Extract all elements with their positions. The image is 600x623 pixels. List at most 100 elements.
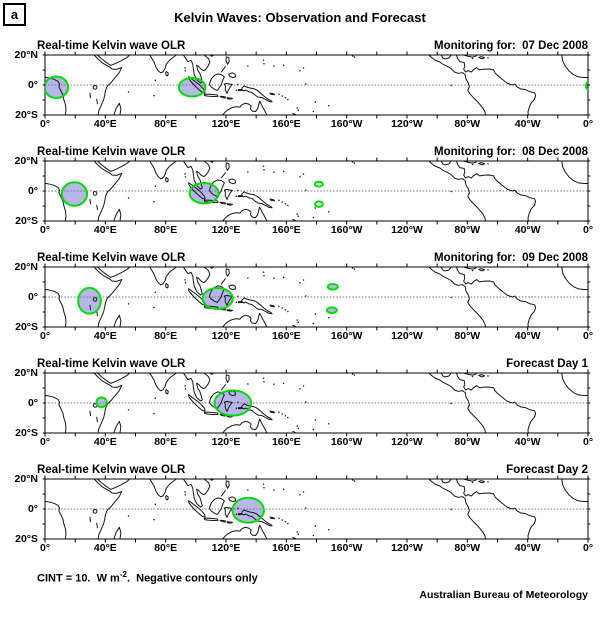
lon-tick-label: 160°W <box>330 436 363 448</box>
olr-anomaly-contours <box>96 390 251 415</box>
world-map <box>41 50 592 120</box>
olr-anomaly-contours <box>232 498 263 523</box>
lon-tick-label: 160°E <box>271 542 301 554</box>
olr-anomaly-region <box>203 288 233 309</box>
lon-tick-label: 120°W <box>391 542 423 554</box>
lon-tick-label: 40°W <box>514 330 541 342</box>
lat-tick-label: 0° <box>27 291 38 303</box>
olr-anomaly-region <box>232 497 264 523</box>
lon-tick-label: 80°E <box>154 118 178 130</box>
olr-anomaly-region <box>327 307 337 313</box>
lon-tick-label: 0° <box>582 224 594 236</box>
lon-tick-label: 0° <box>582 436 594 448</box>
map-panel: Real-time Kelvin wave OLR Forecast Day 2… <box>0 464 600 557</box>
lat-tick-label: 20°N <box>14 155 38 167</box>
lon-tick-label: 160°E <box>271 330 301 342</box>
lon-tick-label: 80°W <box>454 542 481 554</box>
lon-tick-label: 120°E <box>211 542 241 554</box>
world-map <box>41 156 592 226</box>
olr-anomaly-region <box>214 390 251 415</box>
map-area: 20°N 0° 20°S 0° 40°E 80°E 120°E 160°E 160°W 120°… <box>15 473 593 557</box>
lat-tick-label: 20°N <box>14 473 38 485</box>
lat-tick-label: 20°S <box>15 321 38 333</box>
olr-anomaly-region <box>586 82 590 89</box>
lon-tick-label: 40°W <box>514 436 541 448</box>
lon-tick-label: 0° <box>39 542 51 554</box>
panel-header: Real-time Kelvin wave OLR Monitoring for… <box>37 40 588 52</box>
lat-tick-label: 20°N <box>14 367 38 379</box>
lon-tick-label: 80°W <box>454 224 481 236</box>
lon-tick-label: 120°W <box>391 224 423 236</box>
lon-tick-label: 160°W <box>330 542 363 554</box>
lon-tick-label: 80°W <box>454 118 481 130</box>
lon-tick-label: 160°W <box>330 118 363 130</box>
panel-variable-label: Real-time Kelvin wave OLR <box>37 40 186 52</box>
map-panel: Real-time Kelvin wave OLR Monitoring for… <box>0 40 600 133</box>
lat-tick-label: 0° <box>27 79 38 91</box>
lon-tick-label: 80°E <box>154 436 178 448</box>
olr-anomaly-region <box>314 201 323 207</box>
lon-tick-label: 120°E <box>211 224 241 236</box>
world-map <box>41 474 592 544</box>
credit-text: Australian Bureau of Meteorology <box>419 588 588 601</box>
olr-anomaly-region <box>96 397 107 408</box>
panel-variable-label: Real-time Kelvin wave OLR <box>37 464 186 476</box>
lon-tick-label: 80°W <box>454 436 481 448</box>
olr-anomaly-contours <box>45 76 590 98</box>
olr-anomaly-fills <box>78 283 338 314</box>
panel-variable-label: Real-time Kelvin wave OLR <box>37 146 186 158</box>
panel-date-label: Monitoring for: 08 Dec 2008 <box>433 146 588 158</box>
panel-header: Real-time Kelvin wave OLR Forecast Day 1 <box>37 358 588 370</box>
lon-tick-label: 0° <box>582 330 594 342</box>
lat-tick-label: 20°N <box>14 261 38 273</box>
world-map <box>41 262 592 332</box>
lat-tick-label: 20°S <box>15 215 38 227</box>
lon-tick-label: 120°E <box>211 330 241 342</box>
contour-interval-note: CINT = 10. W m-2. Negative contours only <box>37 570 258 585</box>
lat-tick-label: 0° <box>27 503 38 515</box>
lon-tick-label: 0° <box>39 224 51 236</box>
panel-header: Real-time Kelvin wave OLR Monitoring for… <box>37 252 588 264</box>
lon-tick-label: 40°W <box>514 224 541 236</box>
olr-anomaly-region <box>315 202 323 207</box>
olr-anomaly-fills <box>232 497 264 523</box>
olr-anomaly-region <box>189 183 219 204</box>
lon-tick-label: 160°W <box>330 330 363 342</box>
olr-anomaly-region <box>96 397 106 407</box>
map-area: 20°N 0° 20°S 0° 40°E 80°E 120°E 160°E 160°W 120°… <box>15 261 593 345</box>
panel-date-label: Monitoring for: 09 Dec 2008 <box>433 252 588 264</box>
lon-tick-label: 160°E <box>271 224 301 236</box>
map-area: 20°N 0° 20°S 0° 40°E 80°E 120°E 160°E 160°W 120°… <box>15 367 593 451</box>
lat-tick-label: 20°N <box>14 49 38 61</box>
lon-tick-label: 120°E <box>211 118 241 130</box>
lon-tick-label: 120°W <box>391 436 423 448</box>
lon-tick-label: 40°E <box>93 224 117 236</box>
panel-variable-label: Real-time Kelvin wave OLR <box>37 358 186 370</box>
panel-letter: a <box>10 7 19 22</box>
map-panel: Real-time Kelvin wave OLR Monitoring for… <box>0 146 600 239</box>
olr-anomaly-region <box>78 287 101 314</box>
lon-tick-label: 120°W <box>391 330 423 342</box>
panel-variable-label: Real-time Kelvin wave OLR <box>37 252 186 264</box>
world-map <box>41 368 592 438</box>
olr-anomaly-region <box>62 182 87 205</box>
olr-anomaly-region <box>328 284 338 290</box>
figure-title: Kelvin Waves: Observation and Forecast <box>174 10 426 25</box>
map-panel: Real-time Kelvin wave OLR Monitoring for… <box>0 252 600 345</box>
superscript-exponent: -2 <box>119 570 127 579</box>
lon-tick-label: 120°W <box>391 118 423 130</box>
map-area: 20°N 0° 20°S 0° 40°E 80°E 120°E 160°E 160°W 120°… <box>15 49 593 133</box>
figure-footer: CINT = 10. W m-2. Negative contours only… <box>37 570 600 601</box>
map-panel: Real-time Kelvin wave OLR Forecast Day 1… <box>0 358 600 451</box>
panel-date-label: Monitoring for: 07 Dec 2008 <box>433 40 588 52</box>
lon-tick-label: 0° <box>582 118 594 130</box>
panel-date-label: Forecast Day 2 <box>506 464 588 476</box>
lat-tick-label: 0° <box>27 397 38 409</box>
lon-tick-label: 40°E <box>93 542 117 554</box>
lon-tick-label: 0° <box>39 118 51 130</box>
panel-header: Real-time Kelvin wave OLR Forecast Day 2 <box>37 464 588 476</box>
olr-anomaly-region <box>45 76 69 98</box>
lon-tick-label: 40°E <box>93 436 117 448</box>
olr-anomaly-region <box>78 288 101 314</box>
lon-tick-label: 0° <box>39 330 51 342</box>
